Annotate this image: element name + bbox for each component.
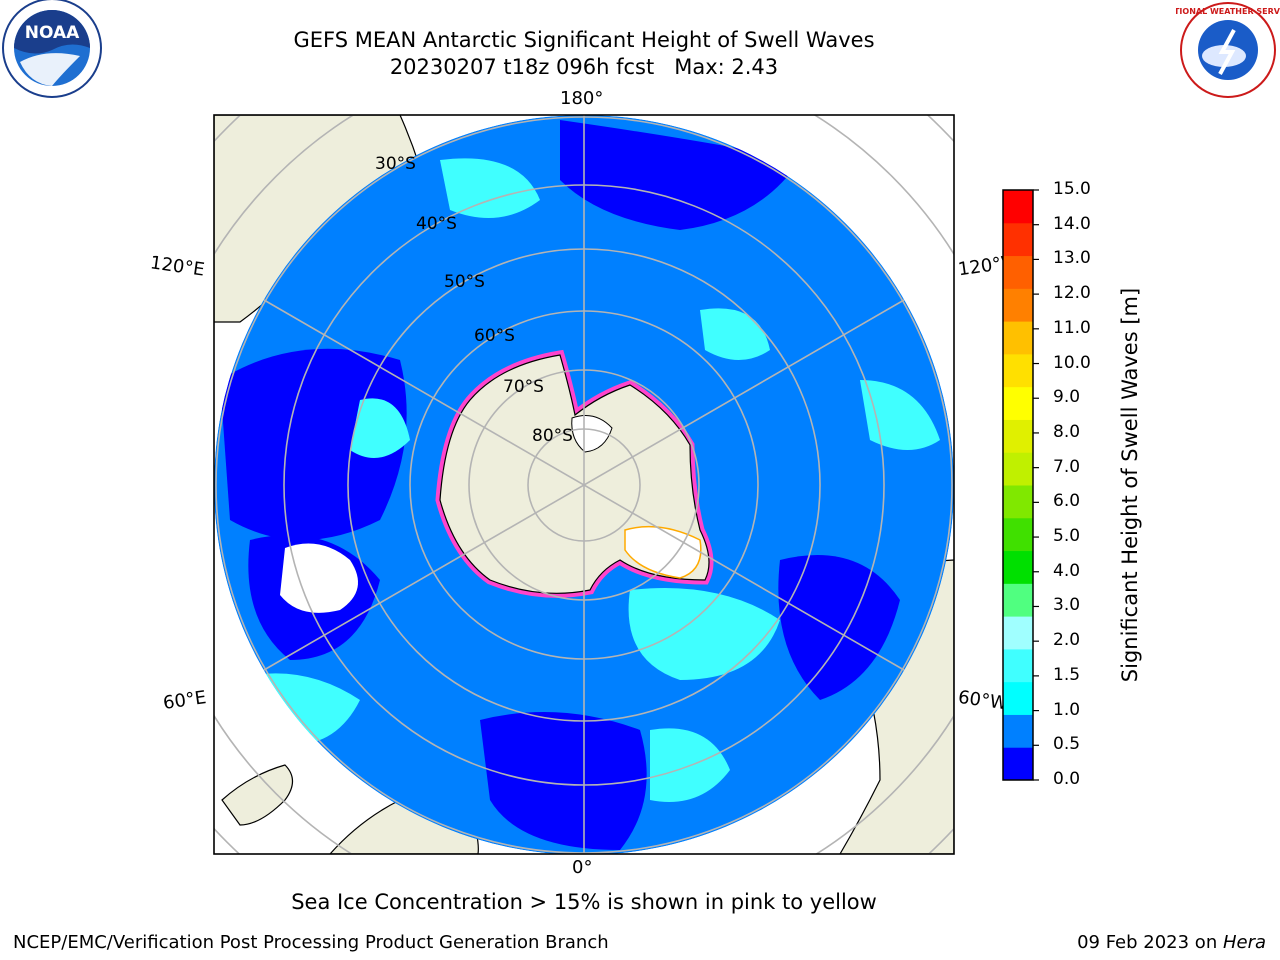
- lat-label-30s: 30°S: [375, 154, 416, 174]
- noaa-logo: NOAA: [0, 0, 104, 100]
- swell-mid-zone: [440, 158, 540, 218]
- run-date: 09 Feb 2023 on Hera: [1077, 932, 1266, 953]
- colorbar-segment: [1003, 550, 1033, 584]
- lat-label-60s: 60°S: [474, 326, 515, 346]
- colorbar-tick-label: 8.0: [1053, 421, 1081, 442]
- swell-low-zone: [480, 712, 647, 850]
- run-date-prefix: 09 Feb 2023 on: [1077, 932, 1223, 953]
- colorbar-tick-label: 4.0: [1053, 560, 1081, 581]
- swell-mid-zone: [628, 588, 780, 680]
- colorbar-segment: [1003, 190, 1033, 224]
- colorbar-segment: [1003, 616, 1033, 650]
- colorbar-tick-label: 11.0: [1053, 317, 1091, 338]
- colorbar-tick-label: 2.0: [1053, 630, 1081, 651]
- lat-label-50s: 50°S: [444, 272, 485, 292]
- colorbar-tick-label: 7.0: [1053, 456, 1081, 477]
- colorbar-tick-label: 1.0: [1053, 699, 1081, 720]
- sea-ice-note: Sea Ice Concentration > 15% is shown in …: [291, 890, 877, 914]
- weddell-ice: [624, 525, 702, 579]
- colorbar-segment: [1003, 222, 1033, 257]
- colorbar-tick-label: 13.0: [1053, 248, 1091, 269]
- colorbar-segment: [1003, 452, 1033, 486]
- colorbar-segment: [1003, 386, 1033, 420]
- colorbar-tick-label: 9.0: [1053, 387, 1081, 408]
- colorbar-segment: [1003, 321, 1033, 355]
- colorbar-tick-label: 0.5: [1053, 734, 1081, 755]
- nws-logo-text: NATIONAL WEATHER SERVICE: [1176, 7, 1280, 16]
- lon-label-180: 180°: [560, 88, 604, 109]
- colorbar-tick-label: 0.0: [1053, 769, 1081, 789]
- lat-label-40s: 40°S: [416, 214, 457, 234]
- noaa-logo-text: NOAA: [25, 23, 80, 43]
- swell-mid-zone: [700, 308, 770, 360]
- swell-low-zone: [220, 348, 407, 540]
- colorbar-tick-label: 6.0: [1053, 491, 1081, 512]
- colorbar-frame: [1002, 189, 1034, 781]
- colorbar-segment: [1003, 485, 1033, 519]
- colorbar-tick-label: 14.0: [1053, 213, 1091, 234]
- credit-text: NCEP/EMC/Verification Post Processing Pr…: [13, 932, 609, 953]
- colorbar-tick-label: 12.0: [1053, 283, 1091, 304]
- swell-mid-zone: [350, 398, 410, 458]
- madagascar-land: [221, 764, 294, 826]
- no-data-patch: [280, 543, 358, 613]
- chart-subtitle: 20230207 t18z 096h fcst Max: 2.43: [389, 55, 779, 79]
- colorbar-segment: [1003, 353, 1033, 388]
- colorbar-segment: [1003, 714, 1033, 748]
- colorbar-tick-label: 1.5: [1053, 664, 1081, 685]
- nws-logo: NATIONAL WEATHER SERVICE: [1162, 0, 1280, 100]
- chart-title: GEFS MEAN Antarctic Significant Height o…: [293, 28, 875, 52]
- lon-label-0: 0°: [572, 857, 593, 878]
- colorbar-segment: [1003, 419, 1033, 453]
- ross-ice-shelf: [571, 415, 613, 453]
- colorbar-label: Significant Height of Swell Waves [m]: [1118, 287, 1142, 683]
- colorbar-tick-label: 15.0: [1053, 179, 1091, 199]
- swell-low-zone: [560, 120, 800, 230]
- swell-low-zone: [778, 555, 900, 700]
- colorbar-tick-label: 3.0: [1053, 595, 1081, 616]
- colorbar-segment: [1003, 648, 1033, 683]
- colorbar-segment: [1003, 288, 1033, 322]
- colorbar-segment: [1003, 255, 1033, 289]
- lat-label-70s: 70°S: [503, 377, 544, 397]
- run-date-host: Hera: [1222, 932, 1266, 953]
- colorbar-segment: [1003, 747, 1033, 781]
- colorbar-segment: [1003, 681, 1033, 715]
- lat-label-80s: 80°S: [532, 426, 573, 446]
- colorbar-segment: [1003, 583, 1033, 617]
- colorbar-tick-label: 5.0: [1053, 526, 1081, 547]
- colorbar-segment: [1003, 517, 1033, 552]
- colorbar-tick-label: 10.0: [1053, 352, 1091, 373]
